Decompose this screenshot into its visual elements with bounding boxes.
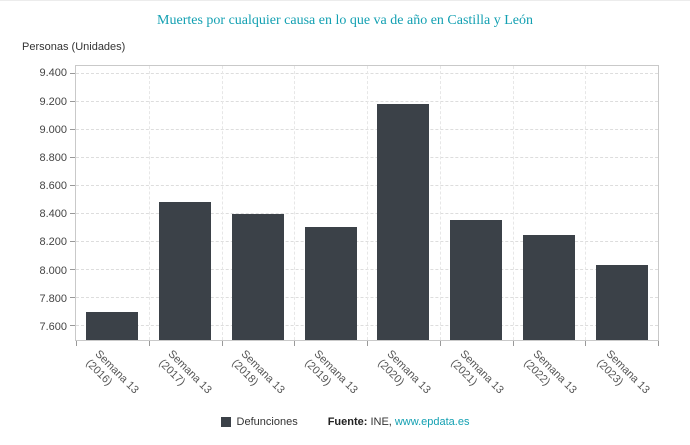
- x-tick-mark: [585, 341, 587, 346]
- x-axis-labels: Semana 13 (2016) Semana 13 (2017) Semana 13(…: [75, 343, 659, 413]
- x-tick-mark: [294, 341, 296, 346]
- x-tick-mark: [148, 341, 150, 346]
- x-gridline: [148, 66, 150, 340]
- y-tick-mark: [70, 157, 75, 159]
- source-text: Fuente: INE, www.epdata.es: [328, 416, 470, 428]
- x-tick-label: Semana 13 (2020): [374, 348, 432, 406]
- x-tick-label: Semana 13 (2018): [228, 348, 286, 406]
- bar-132023[interactable]: [595, 264, 648, 340]
- x-gridline: [585, 66, 587, 340]
- x-gridline: [294, 66, 296, 340]
- y-tick-mark: [70, 185, 75, 187]
- y-tick-label: 8.400: [39, 208, 67, 221]
- y-tick-mark: [70, 101, 75, 103]
- x-tick-label: Semana 13 (2017): [155, 348, 213, 406]
- y-tick-label: 9.400: [39, 67, 67, 80]
- y-tick-label: 8.600: [39, 180, 67, 193]
- y-tick-label: 8.200: [39, 236, 67, 249]
- y-tick-label: 7.600: [39, 320, 67, 333]
- y-tick-label: 9.200: [39, 95, 67, 108]
- x-tick-mark: [658, 341, 659, 346]
- bar-132018[interactable]: [231, 214, 284, 340]
- y-tick-label: 8.800: [39, 151, 67, 164]
- x-tick-mark: [367, 341, 368, 346]
- y-tick-mark: [70, 73, 75, 75]
- y-tick-mark: [70, 129, 75, 131]
- bar-132017[interactable]: [159, 201, 212, 340]
- source-prefix: Fuente:: [327, 416, 368, 428]
- legend: Defunciones Fuente: INE, www.epdata.es: [0, 416, 690, 428]
- x-tick-mark: [221, 341, 223, 346]
- bar-132019[interactable]: [304, 226, 357, 340]
- x-tick-mark: [76, 341, 77, 346]
- x-tick-label: Semana 13 (2016): [82, 348, 140, 406]
- y-tick-label: 8.000: [39, 264, 67, 277]
- x-tick-label: Semana 13 (2021): [447, 348, 505, 406]
- bar-132021[interactable]: [450, 219, 503, 340]
- plot-area: [70, 65, 659, 346]
- y-axis-title: Personas (Unidades): [22, 41, 126, 53]
- y-tick-mark: [70, 213, 75, 215]
- y-tick-label: 9.000: [39, 123, 67, 136]
- y-tick-mark: [70, 297, 75, 299]
- x-tick-mark: [512, 341, 514, 346]
- y-tick-mark: [70, 241, 75, 243]
- x-gridline: [367, 66, 368, 340]
- x-tick-mark: [439, 341, 441, 346]
- y-tick-mark: [70, 325, 75, 327]
- x-tick-label: Semana 13 (2022): [520, 348, 578, 406]
- chart-title: Muertes por cualquier causa en lo que va…: [157, 13, 533, 28]
- bar-132022[interactable]: [522, 235, 575, 340]
- x-gridline: [439, 66, 441, 340]
- y-tick-mark: [70, 269, 75, 271]
- x-tick-label: Semana 13 (2019): [301, 348, 359, 406]
- x-gridline: [512, 66, 514, 340]
- source-link[interactable]: www.epdata.es: [394, 416, 470, 428]
- bar-132020[interactable]: [377, 103, 430, 340]
- x-gridline: [221, 66, 223, 340]
- source-name: INE,: [370, 416, 392, 428]
- legend-label-defunciones[interactable]: Defunciones: [236, 416, 298, 428]
- bar-132016[interactable]: [86, 312, 139, 340]
- x-tick-label: Semana 13 (2023): [593, 348, 651, 406]
- legend-marker-defunciones: [220, 417, 231, 427]
- y-tick-label: 7.800: [39, 292, 67, 305]
- y-axis-labels: 9.400 9.200 9.000 8.800 8.600 8.400 8.200 8.000…: [0, 65, 67, 341]
